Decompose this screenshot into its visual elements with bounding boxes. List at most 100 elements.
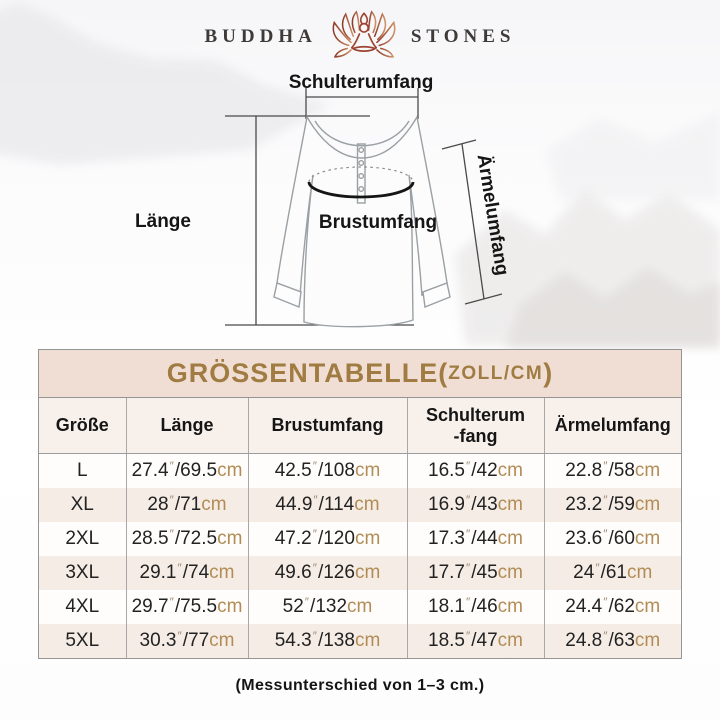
shoulder-value: 16.5″/42cm [406, 453, 544, 488]
inch-mark: ″ [603, 595, 608, 609]
cm-unit: cm [354, 460, 381, 481]
value-separator: / [471, 630, 477, 651]
cm-value: 75.5 [180, 596, 218, 617]
cm-value: 61 [605, 562, 627, 583]
chest-value: 52″/132cm [247, 590, 407, 624]
chest-ellipse-back [308, 166, 414, 183]
cm-value: 63 [613, 630, 635, 651]
inch-value: 23.2 [565, 494, 603, 515]
cm-unit: cm [497, 596, 523, 617]
inch-value: 44.9 [275, 494, 313, 515]
col-header-schulterumfang: Schulterum -fang [406, 398, 544, 454]
cm-unit: cm [634, 494, 661, 515]
label-schulterumfang: Schulterumfang [288, 72, 434, 93]
value-separator: / [182, 562, 189, 583]
cm-unit: cm [497, 460, 523, 481]
cm-unit: cm [209, 562, 235, 583]
table-title-close: ) [543, 358, 554, 388]
inch-mark: ″ [595, 561, 600, 575]
value-separator: / [317, 528, 324, 549]
cm-unit: cm [634, 460, 661, 481]
inch-value: 28.5 [131, 528, 169, 549]
cm-unit: cm [217, 596, 243, 617]
value-separator: / [471, 562, 477, 583]
collar-inner-line [314, 120, 410, 147]
col-header-aermelumfang: Ärmelumfang [543, 398, 681, 454]
right-cuff [422, 282, 451, 308]
length-value: 29.1″/74cm [125, 556, 248, 590]
cm-value: 132 [315, 596, 348, 617]
value-separator: / [317, 562, 324, 583]
inch-value: 52 [282, 596, 304, 617]
lotus-petals [332, 10, 396, 58]
shirt-drawing [225, 88, 503, 328]
inch-mark: ″ [312, 629, 317, 643]
value-separator: / [174, 494, 181, 515]
inch-value: 24 [573, 562, 595, 583]
inch-value: 28 [147, 494, 169, 515]
chest-value: 42.5″/108cm [247, 453, 407, 488]
shoulder-value: 16.9″/43cm [406, 488, 544, 522]
inch-mark: ″ [313, 493, 318, 507]
brand-name-stones: STONES [410, 26, 516, 47]
shoulder-value: 18.5″/47cm [406, 624, 544, 658]
length-value: 28.5″/72.5cm [125, 522, 248, 556]
inch-value: 16.9 [428, 494, 465, 515]
value-separator: / [318, 494, 324, 515]
inch-value: 24.8 [565, 630, 603, 651]
cm-unit: cm [354, 528, 381, 549]
brand-logo: BUDDHA STONES [0, 6, 720, 68]
value-separator: / [182, 630, 189, 651]
value-separator: / [471, 460, 477, 481]
lotus-icon [332, 10, 396, 58]
inch-mark: ″ [603, 459, 608, 473]
label-brustumfang: Brustumfang [318, 212, 438, 233]
sleeve-value: 23.2″/59cm [543, 488, 681, 522]
cm-value: 69.5 [180, 460, 218, 481]
value-separator: / [471, 494, 477, 515]
cm-unit: cm [497, 630, 523, 651]
size-table: GRÖSSENTABELLE( ZOLL/CM ) Größe Länge Br… [38, 349, 682, 659]
sleeve-value: 22.8″/58cm [543, 453, 681, 488]
cm-value: 45 [476, 562, 498, 583]
garment-diagram: Schulterumfang Länge Brustumfang Ärmelum… [0, 70, 720, 348]
cm-unit: cm [634, 630, 661, 651]
length-value: 29.7″/75.5cm [125, 590, 248, 624]
cm-unit: cm [497, 528, 523, 549]
inch-value: 16.5 [428, 460, 465, 481]
inch-value: 29.1 [139, 562, 177, 583]
col-header-brustumfang: Brustumfang [247, 398, 407, 454]
cm-value: 44 [476, 528, 498, 549]
table-row: 2XL 28.5″/72.5cm 47.2″/120cm 17.3″/44cm … [39, 522, 681, 556]
left-cuff [273, 282, 302, 308]
inch-value: 27.4 [131, 460, 169, 481]
table-row: 5XL 30.3″/77cm 54.3″/138cm 18.5″/47cm 24… [39, 624, 681, 658]
shoulder-value: 17.3″/44cm [406, 522, 544, 556]
label-laenge: Länge [135, 211, 191, 232]
value-separator: / [317, 630, 324, 651]
inch-mark: ″ [465, 561, 471, 575]
cm-value: 126 [323, 562, 355, 583]
inch-mark: ″ [465, 493, 471, 507]
inch-mark: ″ [312, 459, 317, 473]
table-row: 4XL 29.7″/75.5cm 52″/132cm 18.1″/46cm 24… [39, 590, 681, 624]
cm-value: 138 [323, 630, 355, 651]
length-value: 28″/71cm [125, 488, 248, 522]
cm-unit: cm [209, 630, 235, 651]
cm-unit: cm [497, 494, 523, 515]
cm-value: 60 [613, 528, 635, 549]
value-separator: / [317, 460, 324, 481]
sleeve-value: 23.6″/60cm [543, 522, 681, 556]
inch-value: 49.6 [274, 562, 312, 583]
sleeve-value: 24″/61cm [543, 556, 681, 590]
inch-mark: ″ [465, 629, 471, 643]
inch-mark: ″ [603, 629, 608, 643]
size-label: 2XL [65, 528, 100, 549]
inch-value: 30.3 [139, 630, 177, 651]
value-separator: / [174, 528, 181, 549]
size-label: XL [70, 494, 94, 515]
shirt-outline [273, 115, 451, 328]
inch-mark: ″ [177, 561, 182, 575]
cm-unit: cm [354, 562, 381, 583]
value-separator: / [608, 596, 614, 617]
